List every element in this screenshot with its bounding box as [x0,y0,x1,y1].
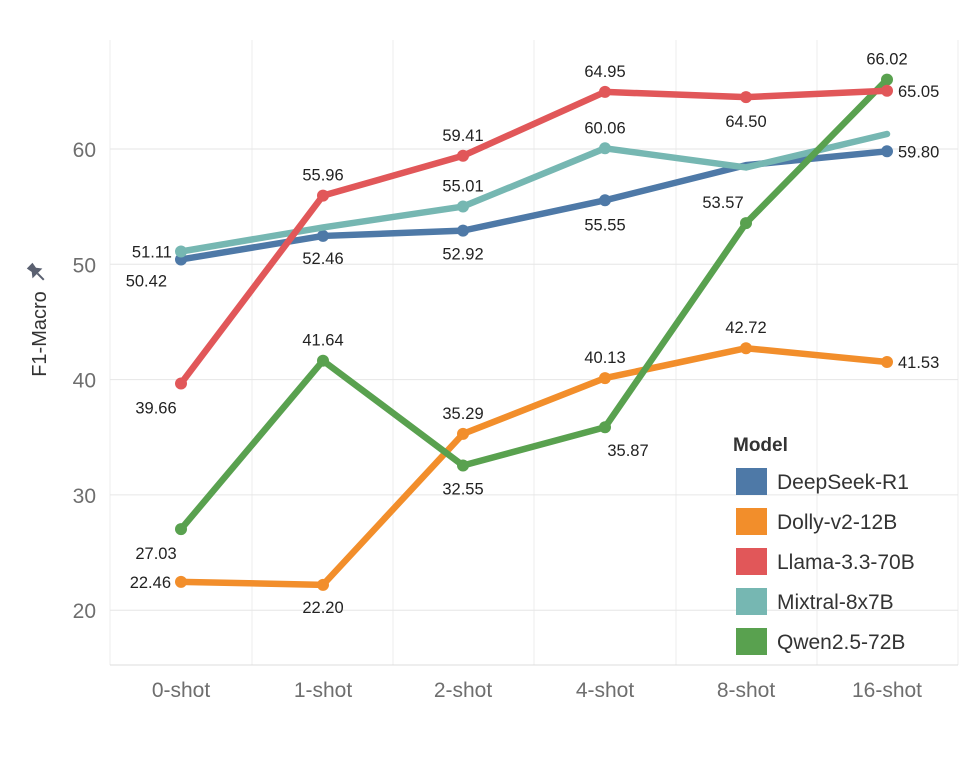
data-point [881,355,893,368]
legend-swatch [736,628,767,655]
data-label: 64.95 [584,63,625,81]
data-point [317,189,329,202]
data-label: 59.80 [898,143,939,161]
data-label: 35.29 [442,405,483,423]
data-point [457,459,469,472]
y-axis-label: F1-Macro [29,291,51,377]
data-label: 52.46 [302,250,343,268]
data-point [175,523,187,536]
data-point [599,421,611,434]
data-point [457,224,469,237]
data-label: 53.57 [702,194,743,212]
legend-item-label: Dolly-v2-12B [777,511,897,534]
data-label: 35.87 [607,442,648,460]
data-point [599,194,611,207]
data-labels: 50.42 52.46 52.92 55.55 59.80 22.46 22.20 35.29… [126,51,940,617]
series-line [177,87,891,387]
pin-icon[interactable] [25,261,49,285]
data-label: 32.55 [442,480,483,498]
legend-swatch [736,588,767,615]
data-point [317,354,329,367]
data-label: 60.06 [584,119,625,137]
data-point [599,85,611,98]
data-point [740,217,752,230]
data-label: 55.96 [302,167,343,185]
data-point [599,142,611,155]
legend-swatch [736,508,767,535]
data-point [317,578,329,591]
data-point [740,342,752,355]
data-point [457,149,469,162]
data-label: 59.41 [442,127,483,145]
y-tick-label: 40 [73,370,96,393]
data-point [175,575,187,588]
data-point [881,84,893,97]
data-label: 41.53 [898,354,939,372]
data-point [599,372,611,385]
data-label: 22.20 [302,599,343,617]
legend-item-label: Qwen2.5-72B [777,631,905,654]
data-point [881,73,893,86]
legend-title: Model [733,435,788,456]
series [175,73,893,591]
y-tick-label: 30 [73,485,96,508]
data-label: 40.13 [584,349,625,367]
x-tick-label: 4-shot [576,679,635,702]
x-tick-label: 8-shot [717,679,776,702]
y-tick-label: 50 [73,254,96,277]
x-tick-label: 1-shot [294,679,353,702]
data-label: 27.03 [135,545,176,563]
data-point [457,427,469,440]
axes: 20 30 40 50 60 0-shot 1-shot 2-shot 4-shot 8-shot… [73,139,958,702]
legend: Model DeepSeek-R1 Dolly-v2-12B Llama-3.3-7… [733,435,915,655]
legend-item-label: Mixtral-8x7B [777,591,894,614]
data-point [457,200,469,213]
legend-swatch [736,468,767,495]
legend-swatch [736,548,767,575]
data-label: 39.66 [135,400,176,418]
y-tick-label: 20 [73,600,96,623]
data-label: 52.92 [442,246,483,264]
x-tick-label: 0-shot [152,679,211,702]
data-label: 55.01 [442,178,483,196]
y-axis-title: F1-Macro [29,291,51,377]
data-label: 50.42 [126,272,167,290]
data-label: 41.64 [302,332,343,350]
data-label: 66.02 [866,51,907,69]
data-label: 65.05 [898,83,939,101]
data-point [175,245,187,258]
x-tick-label: 2-shot [434,679,493,702]
data-point [175,377,187,390]
legend-item-label: DeepSeek-R1 [777,471,909,494]
legend-item-label: Llama-3.3-70B [777,551,915,574]
data-label: 22.46 [130,574,171,592]
data-label: 42.72 [725,319,766,337]
series-line [177,76,891,533]
data-point [881,145,893,158]
data-point [740,91,752,104]
y-tick-label: 60 [73,139,96,162]
series-line [177,344,891,589]
data-label: 51.11 [132,244,172,262]
data-label: 55.55 [584,216,625,234]
data-point [317,229,329,242]
x-tick-label: 16-shot [852,679,922,702]
data-label: 64.50 [725,113,766,131]
